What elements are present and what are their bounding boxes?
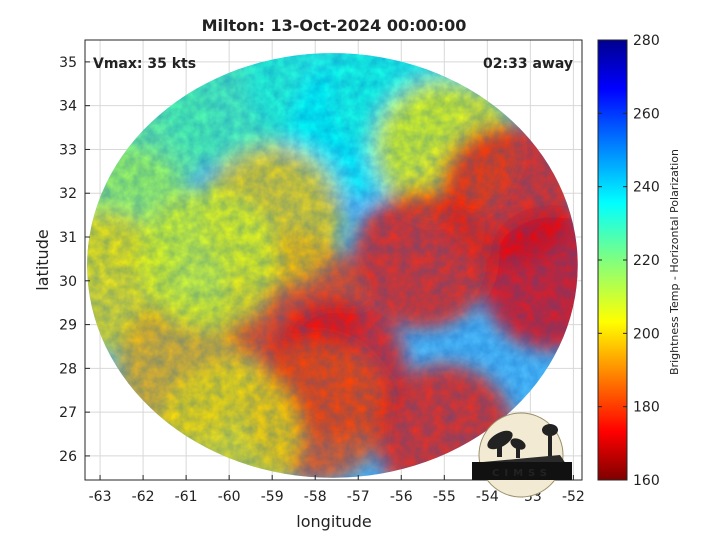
x-axis-ticks: -63 -62 -61 -60 -59 -58 -57 -56 -55 -54 -53 -52: [89, 475, 585, 505]
y-tick-label: 27: [59, 405, 77, 421]
colorbar-label: Brightness Temp - Horizontal Polarizatio…: [668, 149, 681, 375]
y-tick-label: 33: [59, 142, 77, 158]
y-tick-label: 34: [59, 99, 77, 115]
colorbar-tick-label: 180: [633, 400, 660, 416]
x-axis-label: longitude: [296, 512, 371, 531]
cimss-logo: CIMSS: [472, 412, 572, 498]
y-tick-label: 31: [59, 230, 77, 246]
y-axis-label: latitude: [33, 229, 52, 290]
vmax-annotation: Vmax: 35 kts: [93, 56, 196, 72]
colorbar-tick-label: 280: [633, 33, 660, 49]
x-tick-label: -57: [347, 489, 370, 505]
y-tick-label: 35: [59, 55, 77, 71]
x-tick-label: -61: [175, 489, 198, 505]
x-tick-label: -52: [562, 489, 585, 505]
colorbar-tick-label: 160: [633, 473, 660, 489]
y-tick-label: 28: [59, 361, 77, 377]
chart-title: Milton: 13-Oct-2024 00:00:00: [202, 16, 467, 35]
x-tick-label: -58: [304, 489, 327, 505]
x-tick-label: -56: [390, 489, 413, 505]
colorbar-ticks: 160 180 200 220 240 260 280: [598, 33, 660, 489]
colorbar-tick-label: 220: [633, 253, 660, 269]
y-axis-ticks: 26 27 28 29 30 31 32 33 34 35: [59, 55, 90, 465]
y-tick-label: 32: [59, 186, 77, 202]
brightness-temperature-swath: [87, 53, 578, 478]
logo-text: CIMSS: [492, 468, 552, 479]
swath-texture: [87, 53, 578, 478]
x-tick-label: -62: [132, 489, 155, 505]
x-tick-label: -54: [476, 489, 499, 505]
colorbar: 160 180 200 220 240 260 280 Brightness Temp - …: [597, 33, 681, 489]
colorbar-tick-label: 240: [633, 180, 660, 196]
axes-box: [84, 39, 583, 481]
y-tick-label: 26: [59, 449, 77, 465]
y-tick-label: 30: [59, 274, 77, 290]
colorbar-gradient: [597, 39, 628, 481]
time-away-annotation: 02:33 away: [483, 56, 573, 72]
colorbar-tick-label: 260: [633, 106, 660, 122]
x-tick-label: -55: [433, 489, 456, 505]
x-tick-label: -60: [218, 489, 241, 505]
y-tick-label: 29: [59, 318, 77, 334]
x-tick-label: -63: [89, 489, 112, 505]
x-tick-label: -59: [261, 489, 284, 505]
colorbar-tick-label: 200: [633, 326, 660, 342]
